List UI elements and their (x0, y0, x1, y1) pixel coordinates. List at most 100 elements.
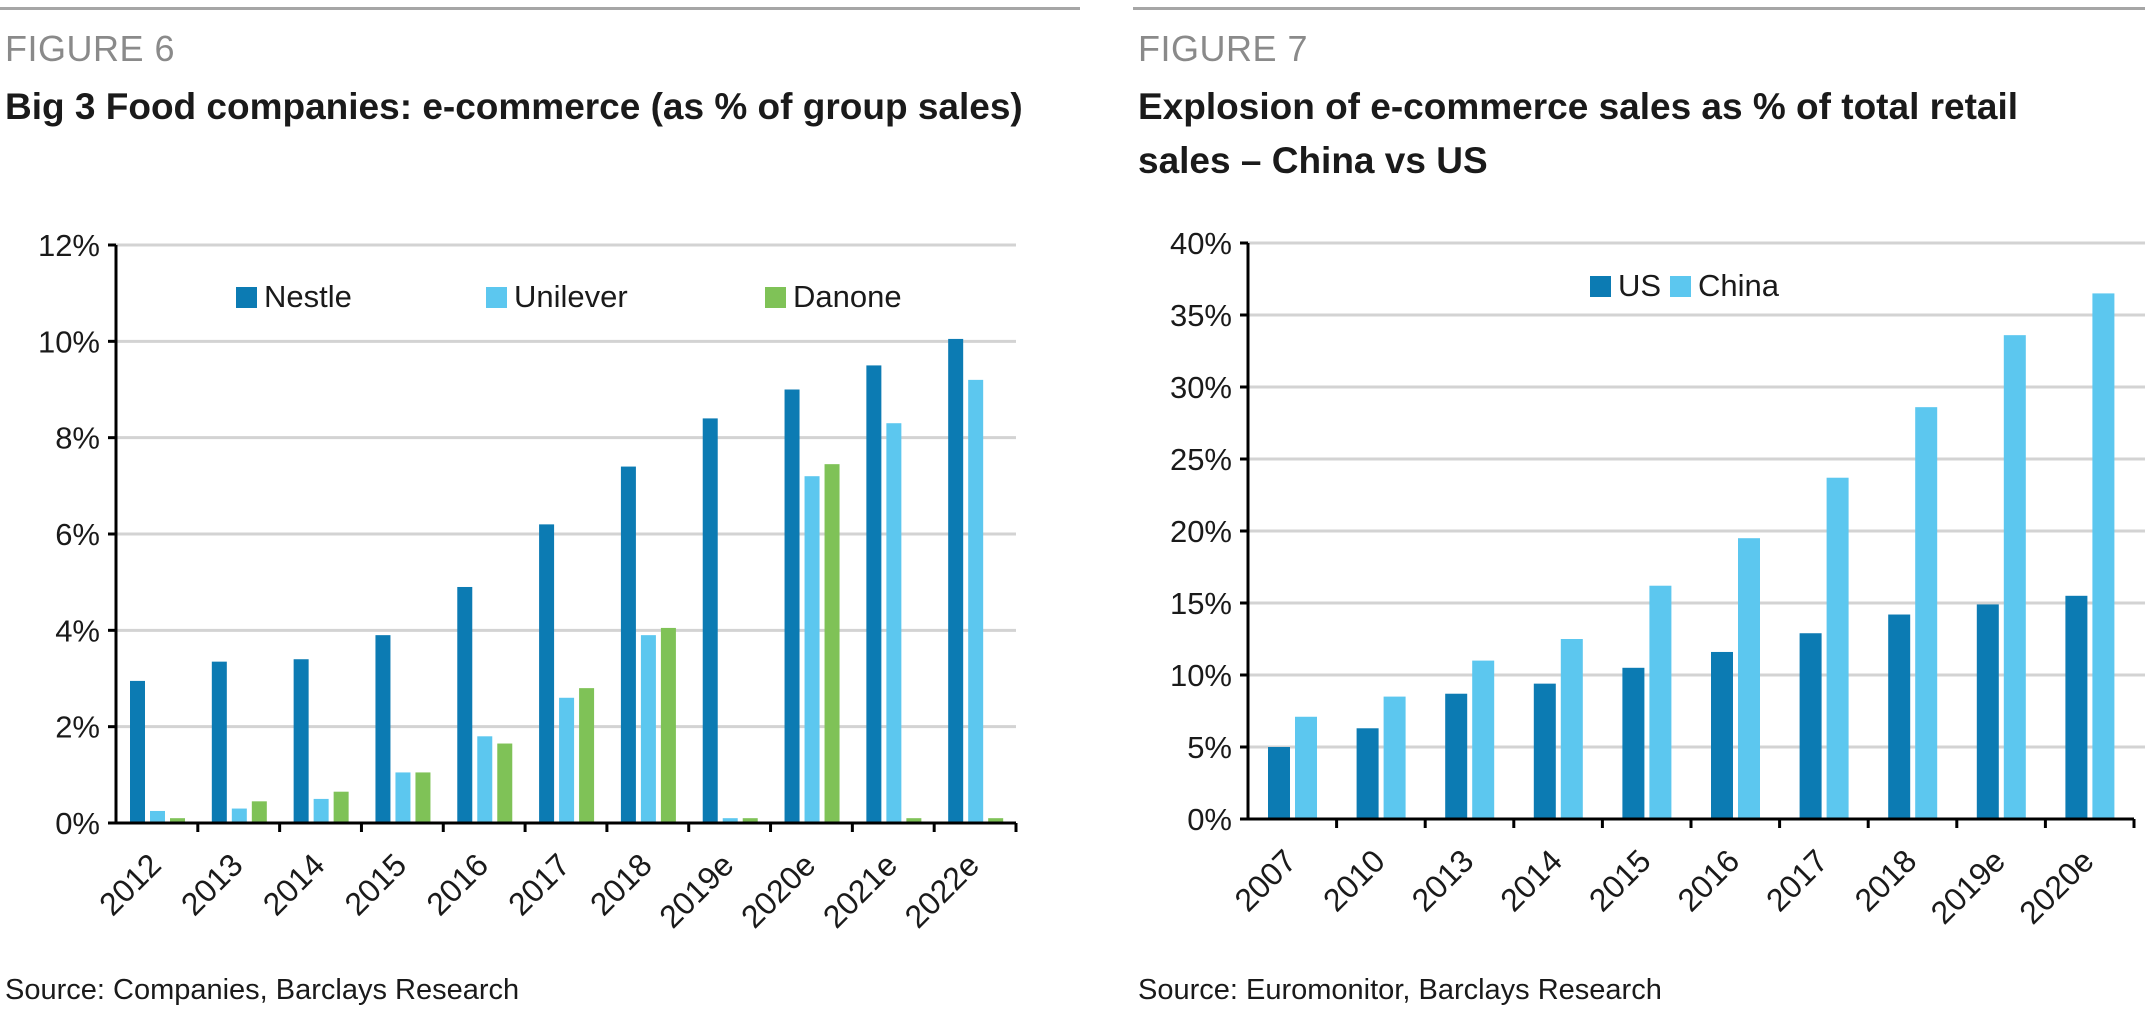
bar-nestle-2021e (866, 365, 882, 823)
bar-china-2014 (1560, 639, 1583, 819)
legend-label-danone: Danone (793, 279, 902, 314)
x-tick-label: 2007 (1227, 842, 1303, 918)
bar-nestle-2014 (293, 659, 309, 823)
y-tick-label: 35% (1170, 298, 1232, 333)
bar-us-2007 (1268, 747, 1290, 819)
x-tick-label: 2020e (734, 846, 822, 934)
x-tick-label: 2016 (419, 846, 495, 922)
bar-danone-2020e (824, 464, 840, 823)
legend-swatch-danone (765, 287, 786, 308)
bar-unilever-2020e (804, 476, 820, 823)
y-tick-label: 10% (38, 324, 100, 359)
legend-label-nestle: Nestle (264, 279, 352, 314)
bar-china-2020e (2092, 293, 2115, 819)
x-tick-label: 2018 (583, 846, 659, 922)
bar-us-2019e (1976, 604, 1999, 819)
top-rule (1133, 7, 2145, 10)
x-tick-label: 2016 (1670, 842, 1746, 918)
x-tick-label: 2019e (652, 846, 740, 934)
y-tick-label: 25% (1170, 442, 1232, 477)
top-rule (0, 7, 1080, 10)
bar-nestle-2017 (539, 524, 555, 823)
bar-china-2013 (1472, 660, 1495, 819)
legend-label-unilever: Unilever (514, 279, 628, 314)
y-tick-label: 0% (55, 806, 100, 841)
bar-danone-2015 (415, 772, 431, 823)
bar-danone-2016 (497, 743, 513, 823)
bar-us-2017 (1799, 633, 1822, 819)
x-tick-label: 2020e (2012, 842, 2100, 930)
bar-us-2014 (1533, 683, 1556, 819)
bar-china-2010 (1383, 696, 1406, 819)
bar-danone-2012 (170, 818, 185, 823)
bar-unilever-2016 (477, 736, 493, 823)
legend-swatch-china (1670, 276, 1691, 297)
bar-danone-2013 (251, 801, 267, 823)
figure-6-chart: 0% 2% 4% 6% 8% 10% 12% 2012 2013 2014 2015 2016 2017… (38, 228, 1018, 935)
x-tick-label: 2021e (816, 846, 904, 934)
x-tick-label: 2010 (1316, 842, 1392, 918)
legend-label-china: China (1698, 268, 1780, 303)
figure-label: FIGURE 7 (1138, 28, 1309, 69)
y-tick-label: 0% (1187, 802, 1232, 837)
y-tick-label: 6% (55, 517, 100, 552)
y-tick-label: 30% (1170, 370, 1232, 405)
x-tick-label: 2014 (256, 846, 332, 922)
x-tick-label: 2013 (1405, 842, 1481, 918)
figure-7-panel: FIGURE 7 Explosion of e-commerce sales a… (1133, 0, 2145, 1016)
legend-swatch-us (1590, 276, 1611, 297)
y-tick-label: 40% (1170, 226, 1232, 261)
bar-unilever-2012 (150, 810, 165, 823)
bar-unilever-2018 (640, 635, 656, 823)
bar-danone-2018 (660, 627, 676, 823)
chart-title: Big 3 Food companies: e-commerce (as % o… (5, 86, 1023, 127)
bar-nestle-2013 (211, 661, 227, 823)
x-tick-label: 2015 (1582, 842, 1658, 918)
bar-nestle-2018 (620, 466, 636, 823)
bar-nestle-2012 (130, 680, 145, 823)
bar-us-2016 (1711, 651, 1733, 819)
source-note: Source: Companies, Barclays Research (5, 974, 520, 1006)
bar-danone-2017 (579, 688, 595, 823)
bar-nestle-2016 (457, 586, 473, 823)
bar-unilever-2019e (722, 818, 738, 823)
bar-unilever-2017 (559, 697, 575, 823)
x-tick-label: 2018 (1848, 842, 1924, 918)
legend-label-us: US (1618, 268, 1661, 303)
bar-unilever-2021e (886, 423, 902, 823)
bar-china-2016 (1738, 538, 1760, 819)
bar-danone-2019e (742, 818, 758, 823)
bar-unilever-2013 (231, 808, 247, 823)
y-tick-label: 20% (1170, 514, 1232, 549)
bar-us-2015 (1622, 667, 1645, 819)
figure-6-panel: FIGURE 6 Big 3 Food companies: e-commerc… (0, 7, 1080, 1006)
bar-nestle-2020e (784, 389, 800, 823)
bar-danone-2022e (988, 818, 1004, 823)
x-tick-label: 2017 (501, 846, 577, 922)
bar-china-2018 (1915, 407, 1938, 819)
source-note: Source: Euromonitor, Barclays Research (1138, 974, 1662, 1006)
x-tick-label: 2019e (1924, 842, 2012, 930)
x-tick-label: 2022e (898, 846, 986, 934)
bar-nestle-2019e (702, 418, 718, 823)
y-tick-label: 2% (55, 710, 100, 745)
bar-us-2010 (1356, 728, 1379, 819)
legend-swatch-unilever (486, 287, 507, 308)
y-tick-label: 8% (55, 421, 100, 456)
x-tick-label: 2014 (1493, 842, 1569, 918)
y-tick-label: 5% (1187, 730, 1232, 765)
x-tick-label: 2013 (174, 846, 250, 922)
legend-swatch-nestle (236, 287, 257, 308)
bar-china-2015 (1649, 585, 1672, 819)
chart-title: Explosion of e-commerce sales as % of to… (1138, 86, 2019, 181)
y-tick-label: 15% (1170, 586, 1232, 621)
bar-danone-2021e (906, 818, 922, 823)
bar-nestle-2015 (375, 635, 391, 823)
x-tick-label: 2015 (338, 846, 414, 922)
bar-china-2019e (2003, 335, 2026, 819)
x-tick-label: 2017 (1759, 842, 1835, 918)
bar-us-2013 (1445, 693, 1468, 819)
bar-us-2018 (1888, 614, 1911, 819)
bar-nestle-2022e (948, 338, 964, 823)
figure-label: FIGURE 6 (5, 28, 176, 69)
